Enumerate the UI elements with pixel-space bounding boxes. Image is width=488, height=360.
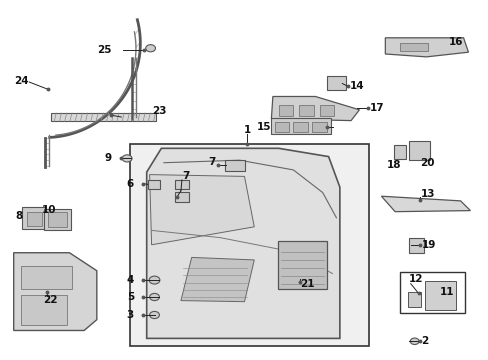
Bar [278,105,293,116]
Text: 14: 14 [349,81,364,91]
Text: 2: 2 [421,336,428,346]
Bar [22,207,46,229]
Text: 10: 10 [42,204,57,215]
Bar [20,266,72,289]
Text: 7: 7 [182,171,189,181]
Bar [277,241,326,289]
Polygon shape [381,196,469,212]
Text: 23: 23 [152,106,167,116]
Bar [293,122,307,132]
Text: 19: 19 [421,240,435,250]
Text: 24: 24 [14,76,28,86]
Bar [408,141,429,160]
Polygon shape [14,253,97,330]
Polygon shape [385,38,468,57]
Text: 4: 4 [126,275,134,285]
Bar [393,145,405,159]
Text: 3: 3 [126,310,134,320]
Bar [175,192,188,202]
Bar [399,43,427,51]
Text: 7: 7 [207,157,215,167]
Text: 9: 9 [104,153,111,163]
Circle shape [149,293,159,301]
Text: 18: 18 [386,160,401,170]
Text: 6: 6 [126,179,134,189]
Bar [326,76,346,90]
Circle shape [409,338,418,345]
Polygon shape [149,175,254,245]
Text: 25: 25 [97,45,111,55]
Circle shape [149,311,159,319]
Text: 15: 15 [256,122,270,132]
Text: 17: 17 [369,103,384,113]
Bar [44,209,71,230]
Bar [425,281,455,310]
Circle shape [149,276,160,284]
Text: 1: 1 [243,125,250,135]
Bar [407,292,420,307]
Polygon shape [181,257,254,302]
Bar [399,272,464,313]
Bar [48,212,67,227]
Bar [271,118,330,134]
Bar [319,105,334,116]
Polygon shape [271,96,359,121]
Bar [147,180,160,189]
Bar [175,180,188,189]
Bar [408,238,424,253]
Bar [27,212,41,226]
Polygon shape [146,148,339,338]
Bar [274,122,289,132]
Text: 22: 22 [43,294,58,305]
Text: 16: 16 [448,37,463,48]
Bar [299,105,313,116]
Circle shape [122,155,132,162]
Text: 12: 12 [407,274,422,284]
Text: 11: 11 [439,287,454,297]
Bar [311,122,326,132]
Bar [129,144,368,346]
Text: 8: 8 [16,211,23,221]
Bar [224,160,244,171]
Bar [51,113,156,121]
Text: 5: 5 [126,292,134,302]
Bar [20,295,67,325]
Circle shape [145,45,155,52]
Text: 20: 20 [420,158,434,168]
Text: 21: 21 [300,279,314,289]
Text: 13: 13 [420,189,434,199]
